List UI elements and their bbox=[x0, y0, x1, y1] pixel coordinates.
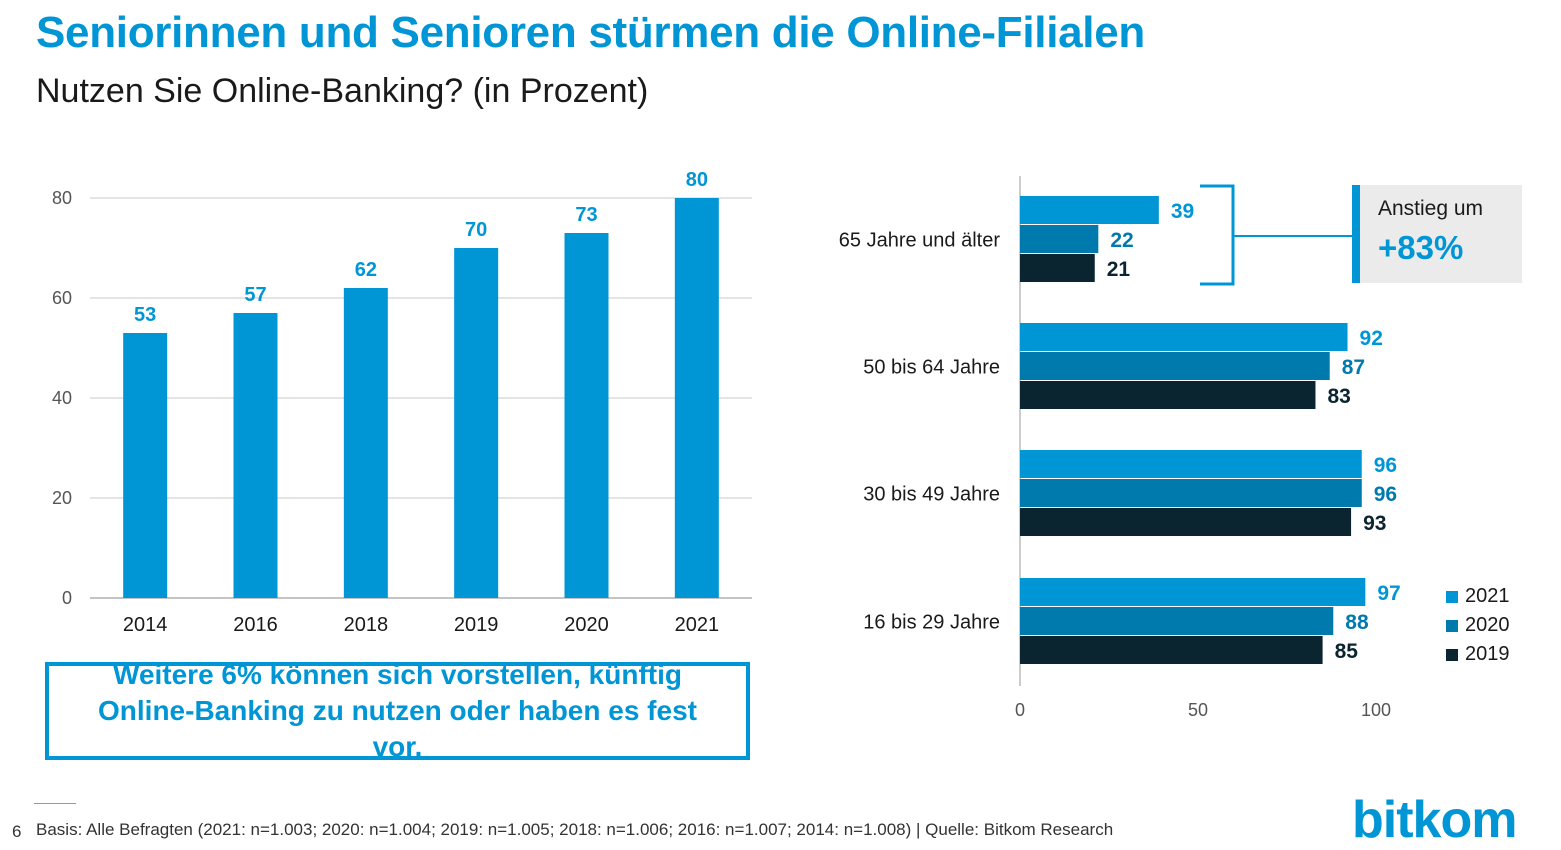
x-tick-label: 2018 bbox=[344, 614, 389, 636]
chart-subtitle: Nutzen Sie Online-Banking? (in Prozent) bbox=[36, 72, 649, 110]
note-text: Weitere 6% können sich vorstellen, künft… bbox=[98, 659, 697, 762]
bar-value-label: 83 bbox=[1327, 385, 1350, 408]
bar-value-label: 73 bbox=[575, 204, 597, 226]
bar-value-label: 87 bbox=[1342, 356, 1365, 379]
bar-value-label: 88 bbox=[1345, 611, 1369, 634]
legend-swatch bbox=[1446, 590, 1458, 603]
bar-value-label: 22 bbox=[1110, 229, 1133, 252]
bar-value-label: 97 bbox=[1377, 582, 1400, 605]
bar bbox=[1020, 508, 1352, 536]
legend-swatch bbox=[1446, 619, 1458, 632]
bar bbox=[1020, 196, 1159, 224]
legend-item: 2021 bbox=[1446, 582, 1510, 611]
bar bbox=[1020, 254, 1095, 282]
bar-value-label: 93 bbox=[1363, 512, 1386, 535]
bar-value-label: 70 bbox=[465, 219, 487, 241]
source-footnote: Basis: Alle Befragten (2021: n=1.003; 20… bbox=[36, 820, 1114, 839]
x-tick-label: 2019 bbox=[454, 614, 499, 636]
bar bbox=[1020, 578, 1366, 606]
bar bbox=[1020, 225, 1099, 253]
bar-value-label: 53 bbox=[134, 304, 156, 326]
y-tick-label: 40 bbox=[52, 388, 72, 408]
bar bbox=[343, 288, 388, 598]
x-tick-label: 100 bbox=[1361, 700, 1391, 720]
bar-value-label: 57 bbox=[244, 284, 266, 306]
category-label: 30 bis 49 Jahre bbox=[863, 484, 1000, 506]
bar bbox=[674, 198, 719, 598]
bar bbox=[454, 248, 499, 598]
bar-value-label: 21 bbox=[1107, 258, 1131, 281]
bar-value-label: 96 bbox=[1374, 483, 1397, 506]
x-tick-label: 2016 bbox=[233, 614, 278, 636]
x-tick-label: 50 bbox=[1188, 700, 1208, 720]
bar bbox=[1020, 479, 1362, 507]
legend-item: 2019 bbox=[1446, 640, 1510, 669]
bar bbox=[1020, 352, 1330, 380]
x-tick-label: 2020 bbox=[564, 614, 609, 636]
x-tick-label: 2014 bbox=[123, 614, 168, 636]
bar bbox=[233, 313, 278, 598]
bar-value-label: 62 bbox=[355, 259, 377, 281]
legend-item: 2020 bbox=[1446, 611, 1510, 640]
note-box: Weitere 6% können sich vorstellen, künft… bbox=[45, 659, 750, 762]
bar-value-label: 96 bbox=[1374, 454, 1397, 477]
page-number: 6 bbox=[12, 822, 22, 841]
bar bbox=[564, 233, 609, 598]
y-tick-label: 0 bbox=[62, 588, 72, 608]
increase-value: +83% bbox=[1378, 229, 1464, 266]
category-label: 50 bis 64 Jahre bbox=[863, 357, 1000, 379]
legend-label: 2020 bbox=[1465, 614, 1510, 636]
category-label: 65 Jahre und älter bbox=[839, 230, 1001, 252]
x-tick-label: 2021 bbox=[675, 614, 720, 636]
bar bbox=[1020, 450, 1362, 478]
y-tick-label: 80 bbox=[52, 188, 72, 208]
legend-label: 2021 bbox=[1465, 585, 1510, 607]
increase-callout: Anstieg um +83% bbox=[1352, 185, 1522, 283]
bar bbox=[1020, 636, 1323, 664]
footer-divider bbox=[34, 803, 76, 804]
legend: 2021 2020 2019 bbox=[1446, 582, 1510, 669]
chart-title: Seniorinnen und Senioren stürmen die Onl… bbox=[36, 8, 1145, 57]
bar-value-label: 85 bbox=[1335, 640, 1359, 663]
increase-label: Anstieg um bbox=[1378, 197, 1484, 220]
bar-value-label: 80 bbox=[686, 169, 708, 191]
bar-value-label: 39 bbox=[1171, 200, 1194, 223]
bitkom-logo: bitkom bbox=[1352, 791, 1517, 849]
legend-label: 2019 bbox=[1465, 643, 1510, 665]
bar-value-label: 92 bbox=[1360, 327, 1383, 350]
bar bbox=[1020, 381, 1316, 409]
legend-swatch bbox=[1446, 648, 1458, 661]
category-label: 16 bis 29 Jahre bbox=[863, 612, 1000, 634]
bar bbox=[123, 333, 168, 598]
y-tick-label: 20 bbox=[52, 488, 72, 508]
y-tick-label: 60 bbox=[52, 288, 72, 308]
x-tick-label: 0 bbox=[1015, 700, 1025, 720]
group-bracket bbox=[1200, 184, 1235, 286]
bar bbox=[1020, 323, 1348, 351]
bar bbox=[1020, 607, 1334, 635]
